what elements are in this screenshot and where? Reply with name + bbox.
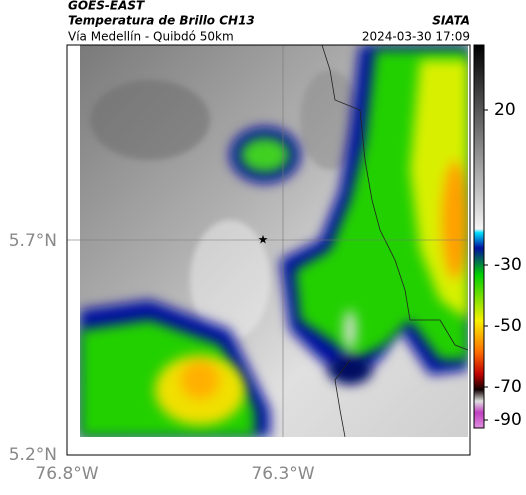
y-label: 5.2°N: [9, 445, 57, 465]
frame: [66, 44, 471, 456]
colorbar-label: -90: [494, 410, 522, 430]
marker: ★: [258, 233, 269, 247]
agency: SIATA: [432, 14, 470, 28]
colorbar-label: -30: [494, 255, 522, 275]
y-label: 5.7°N: [9, 231, 57, 251]
x-label: 76.3°W: [251, 464, 314, 484]
x-label: 76.8°W: [35, 464, 98, 484]
border: [321, 45, 468, 437]
colorbar-label: 20: [494, 100, 516, 120]
datetime: 2024-03-30 17:09: [362, 30, 470, 44]
subtitle: Vía Medellín - Quibdó 50km: [68, 30, 234, 44]
colorbar-label: -50: [494, 316, 522, 336]
title: Temperatura de Brillo CH13: [68, 14, 255, 28]
imagery: ★: [80, 45, 468, 437]
satellite: GOES-EAST: [68, 0, 145, 13]
colorbar-label: -70: [494, 377, 522, 397]
colorbar: [473, 44, 485, 429]
